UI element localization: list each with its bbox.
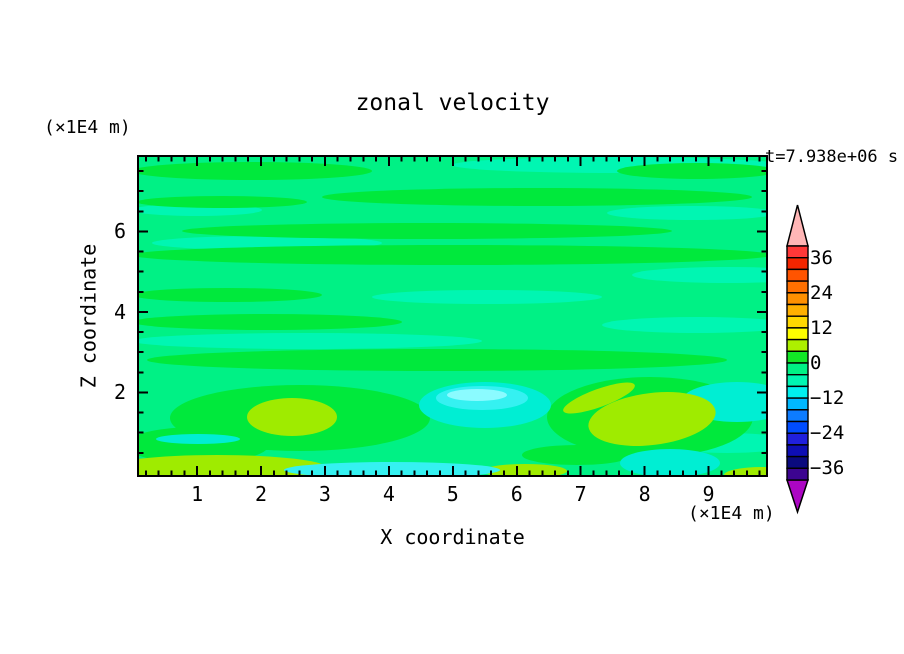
axis-ticks [139,157,766,475]
colorbar-box [786,373,809,388]
colorbar-tick-label: 0 [810,352,822,374]
colorbar-under-arrow [785,479,810,515]
x-axis-title: X coordinate [380,525,525,549]
colorbar-box [786,292,809,306]
colorbar-box [786,385,809,399]
colorbar-box [786,338,809,353]
x-tick-label: 2 [254,482,268,506]
colorbar-box [786,245,809,259]
x-tick-label: 8 [638,482,651,506]
x-tick-label: 3 [318,482,331,506]
colorbar-box [786,455,809,470]
colorbar-box [786,327,809,341]
x-tick-label: 5 [446,482,459,506]
colorbar [785,204,810,515]
colorbar-tick-label: −36 [810,457,845,480]
colorbar-box [786,362,809,376]
colorbar-box [786,257,809,271]
x-tick-label: 9 [702,482,715,506]
colorbar-box [786,420,809,434]
plot-border [137,155,768,477]
colorbar-tick-label: −12 [810,387,845,410]
y-tick-label: 6 [113,219,126,244]
colorbar-box [786,444,809,458]
y-axis-unit-label: (×1E4 m) [44,117,131,138]
colorbar-box [786,432,809,446]
x-tick-label: 1 [191,482,204,506]
contour-region-chartreuse [137,382,768,477]
plot-title: zonal velocity [355,90,550,116]
contour-plot [137,155,768,477]
y-tick-label: 4 [113,299,126,324]
colorbar-tick-label: 36 [810,246,833,269]
colorbar-tick-label: −24 [810,422,845,445]
colorbar-box [786,409,809,423]
colorbar-over-arrow [786,204,809,247]
colorbar-box [786,280,809,294]
colorbar-box [786,268,809,282]
colorbar-tick-label: 12 [810,316,833,339]
colorbar-tick-label: 24 [810,281,833,304]
colorbar-box [786,350,809,364]
x-axis-unit-label: (×1E4 m) [688,503,775,524]
contour-region-green [137,162,768,465]
x-tick-label: 6 [510,482,523,506]
colorbar-box [786,397,809,411]
colorbar-box [786,315,809,329]
x-tick-label: 7 [574,482,587,506]
colorbar-box [786,303,809,317]
y-tick-label: 2 [113,380,126,405]
time-annotation: t=7.938e+06 s [765,147,899,167]
x-tick-label: 4 [382,482,395,506]
colorbar-box [786,467,809,481]
